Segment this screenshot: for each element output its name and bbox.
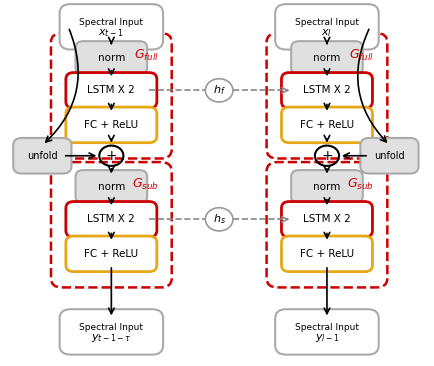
FancyBboxPatch shape xyxy=(59,309,163,355)
FancyBboxPatch shape xyxy=(66,72,157,108)
FancyBboxPatch shape xyxy=(76,170,147,203)
FancyBboxPatch shape xyxy=(282,72,372,108)
Text: $G_{sub}$: $G_{sub}$ xyxy=(132,177,159,192)
FancyBboxPatch shape xyxy=(291,170,363,203)
FancyBboxPatch shape xyxy=(51,162,172,287)
Text: $y_{l-1}$: $y_{l-1}$ xyxy=(315,332,339,344)
FancyBboxPatch shape xyxy=(266,33,387,158)
FancyBboxPatch shape xyxy=(282,107,372,143)
Text: +: + xyxy=(321,149,333,163)
FancyBboxPatch shape xyxy=(66,107,157,143)
Text: Spectral Input: Spectral Input xyxy=(295,323,359,332)
Circle shape xyxy=(205,79,233,102)
FancyBboxPatch shape xyxy=(66,236,157,272)
FancyBboxPatch shape xyxy=(59,4,163,49)
FancyBboxPatch shape xyxy=(266,162,387,287)
Text: Spectral Input: Spectral Input xyxy=(79,323,143,332)
FancyBboxPatch shape xyxy=(291,41,363,74)
Circle shape xyxy=(205,208,233,231)
Text: norm: norm xyxy=(98,53,125,63)
Text: +: + xyxy=(105,149,117,163)
Text: FC + ReLU: FC + ReLU xyxy=(300,120,354,130)
Text: $x_l$: $x_l$ xyxy=(322,27,332,39)
FancyBboxPatch shape xyxy=(360,138,419,173)
Text: $y_{t-1-\tau}$: $y_{t-1-\tau}$ xyxy=(91,332,132,344)
Text: $h_f$: $h_f$ xyxy=(213,83,226,97)
Text: LSTM X 2: LSTM X 2 xyxy=(303,214,351,224)
FancyBboxPatch shape xyxy=(76,41,147,74)
FancyBboxPatch shape xyxy=(282,236,372,272)
Text: FC + ReLU: FC + ReLU xyxy=(300,249,354,259)
Text: LSTM X 2: LSTM X 2 xyxy=(303,85,351,96)
Text: Spectral Input: Spectral Input xyxy=(295,18,359,27)
Text: $G_{full}$: $G_{full}$ xyxy=(349,48,375,63)
FancyBboxPatch shape xyxy=(282,202,372,237)
FancyBboxPatch shape xyxy=(66,202,157,237)
Text: FC + ReLU: FC + ReLU xyxy=(84,120,138,130)
Text: LSTM X 2: LSTM X 2 xyxy=(88,85,135,96)
Text: norm: norm xyxy=(313,53,341,63)
Text: $x_{t-1}$: $x_{t-1}$ xyxy=(99,27,124,39)
Text: LSTM X 2: LSTM X 2 xyxy=(88,214,135,224)
FancyBboxPatch shape xyxy=(275,4,379,49)
Text: FC + ReLU: FC + ReLU xyxy=(84,249,138,259)
Text: unfold: unfold xyxy=(374,151,405,161)
Text: norm: norm xyxy=(313,182,341,192)
Text: Spectral Input: Spectral Input xyxy=(79,18,143,27)
Text: norm: norm xyxy=(98,182,125,192)
FancyBboxPatch shape xyxy=(275,309,379,355)
Text: $G_{full}$: $G_{full}$ xyxy=(134,48,159,63)
FancyBboxPatch shape xyxy=(13,138,72,173)
Text: $h_s$: $h_s$ xyxy=(213,212,226,226)
Text: unfold: unfold xyxy=(27,151,58,161)
Text: $G_{sub}$: $G_{sub}$ xyxy=(348,177,375,192)
FancyBboxPatch shape xyxy=(51,33,172,158)
